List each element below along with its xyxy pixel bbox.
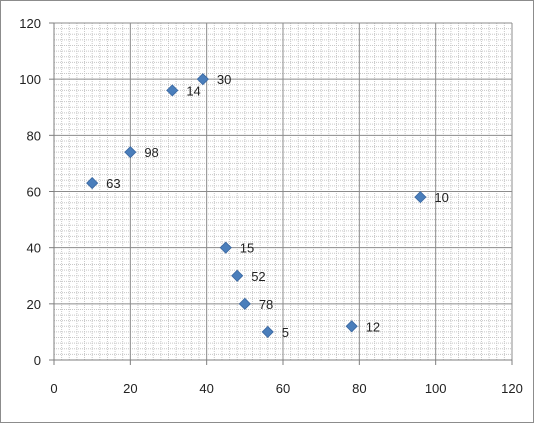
data-point-marker xyxy=(86,177,99,190)
axis-layer xyxy=(49,22,513,365)
data-point-marker xyxy=(231,269,244,282)
data-point-marker xyxy=(414,191,427,204)
data-point-marker xyxy=(196,73,209,86)
y-tick-label: 0 xyxy=(34,353,41,368)
data-point-label: 14 xyxy=(186,83,200,98)
data-point-label: 78 xyxy=(259,297,273,312)
x-tick-label: 120 xyxy=(501,381,523,396)
tick-labels: 0 20 40 60 80 100 120 0 20 40 60 80 100 120 xyxy=(19,16,523,396)
data-point-label: 52 xyxy=(251,269,265,284)
data-point-marker xyxy=(124,146,137,159)
y-tick-label: 120 xyxy=(19,16,41,31)
x-tick-label: 100 xyxy=(425,381,447,396)
data-point-label: 30 xyxy=(217,72,231,87)
data-point-label: 12 xyxy=(366,319,380,334)
x-tick-label: 40 xyxy=(199,381,213,396)
y-tick-label: 40 xyxy=(27,241,41,256)
data-point-label: 15 xyxy=(240,241,254,256)
x-tick-label: 0 xyxy=(50,381,57,396)
data-point-marker xyxy=(238,297,251,310)
data-point-label: 5 xyxy=(282,325,289,340)
data-point-marker xyxy=(219,241,232,254)
y-tick-label: 20 xyxy=(27,297,41,312)
data-labels: 14 30 98 63 10 15 52 78 5 12 xyxy=(106,72,449,340)
y-tick-label: 80 xyxy=(27,128,41,143)
data-point-marker xyxy=(166,84,179,97)
y-tick-label: 60 xyxy=(27,185,41,200)
data-point-marker xyxy=(261,325,274,338)
x-tick-label: 20 xyxy=(123,381,137,396)
x-tick-label: 60 xyxy=(276,381,290,396)
data-point-label: 63 xyxy=(106,176,120,191)
y-tick-label: 100 xyxy=(19,72,41,87)
data-points xyxy=(86,73,427,338)
data-point-marker xyxy=(345,320,358,333)
data-point-label: 10 xyxy=(434,190,448,205)
x-tick-label: 80 xyxy=(352,381,366,396)
data-point-label: 98 xyxy=(144,145,158,160)
